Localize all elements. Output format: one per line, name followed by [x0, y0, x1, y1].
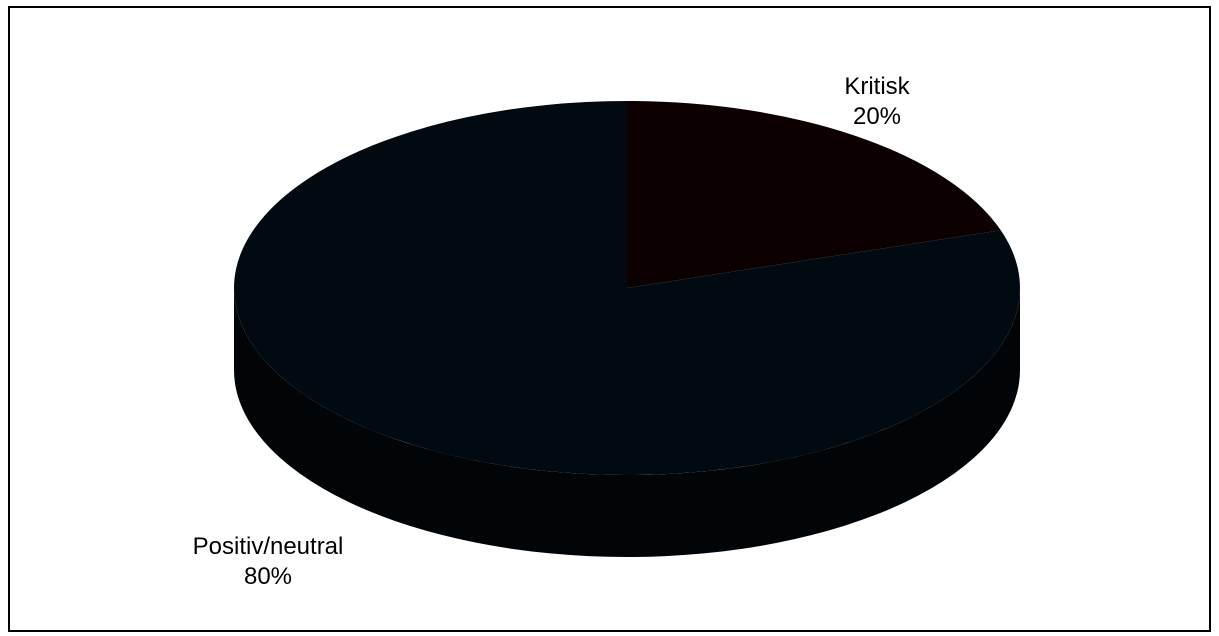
pie-side-wall	[234, 288, 1020, 557]
pie-side-group	[234, 288, 1020, 557]
pie-top-group	[234, 101, 1020, 476]
pie-slice-positiv-neutral	[234, 101, 1020, 476]
slice-label-positiv-neutral-name: Positiv/neutral	[192, 533, 344, 560]
pie-slice-kritisk	[627, 101, 1001, 288]
slice-label-positiv-neutral: Positiv/neutral 80%	[168, 532, 368, 592]
slice-label-positiv-neutral-percent: 80%	[243, 563, 293, 590]
slice-label-kritisk: Kritisk 20%	[822, 72, 932, 132]
slice-label-kritisk-name: Kritisk	[844, 73, 910, 100]
slice-label-kritisk-percent: 20%	[852, 103, 902, 130]
